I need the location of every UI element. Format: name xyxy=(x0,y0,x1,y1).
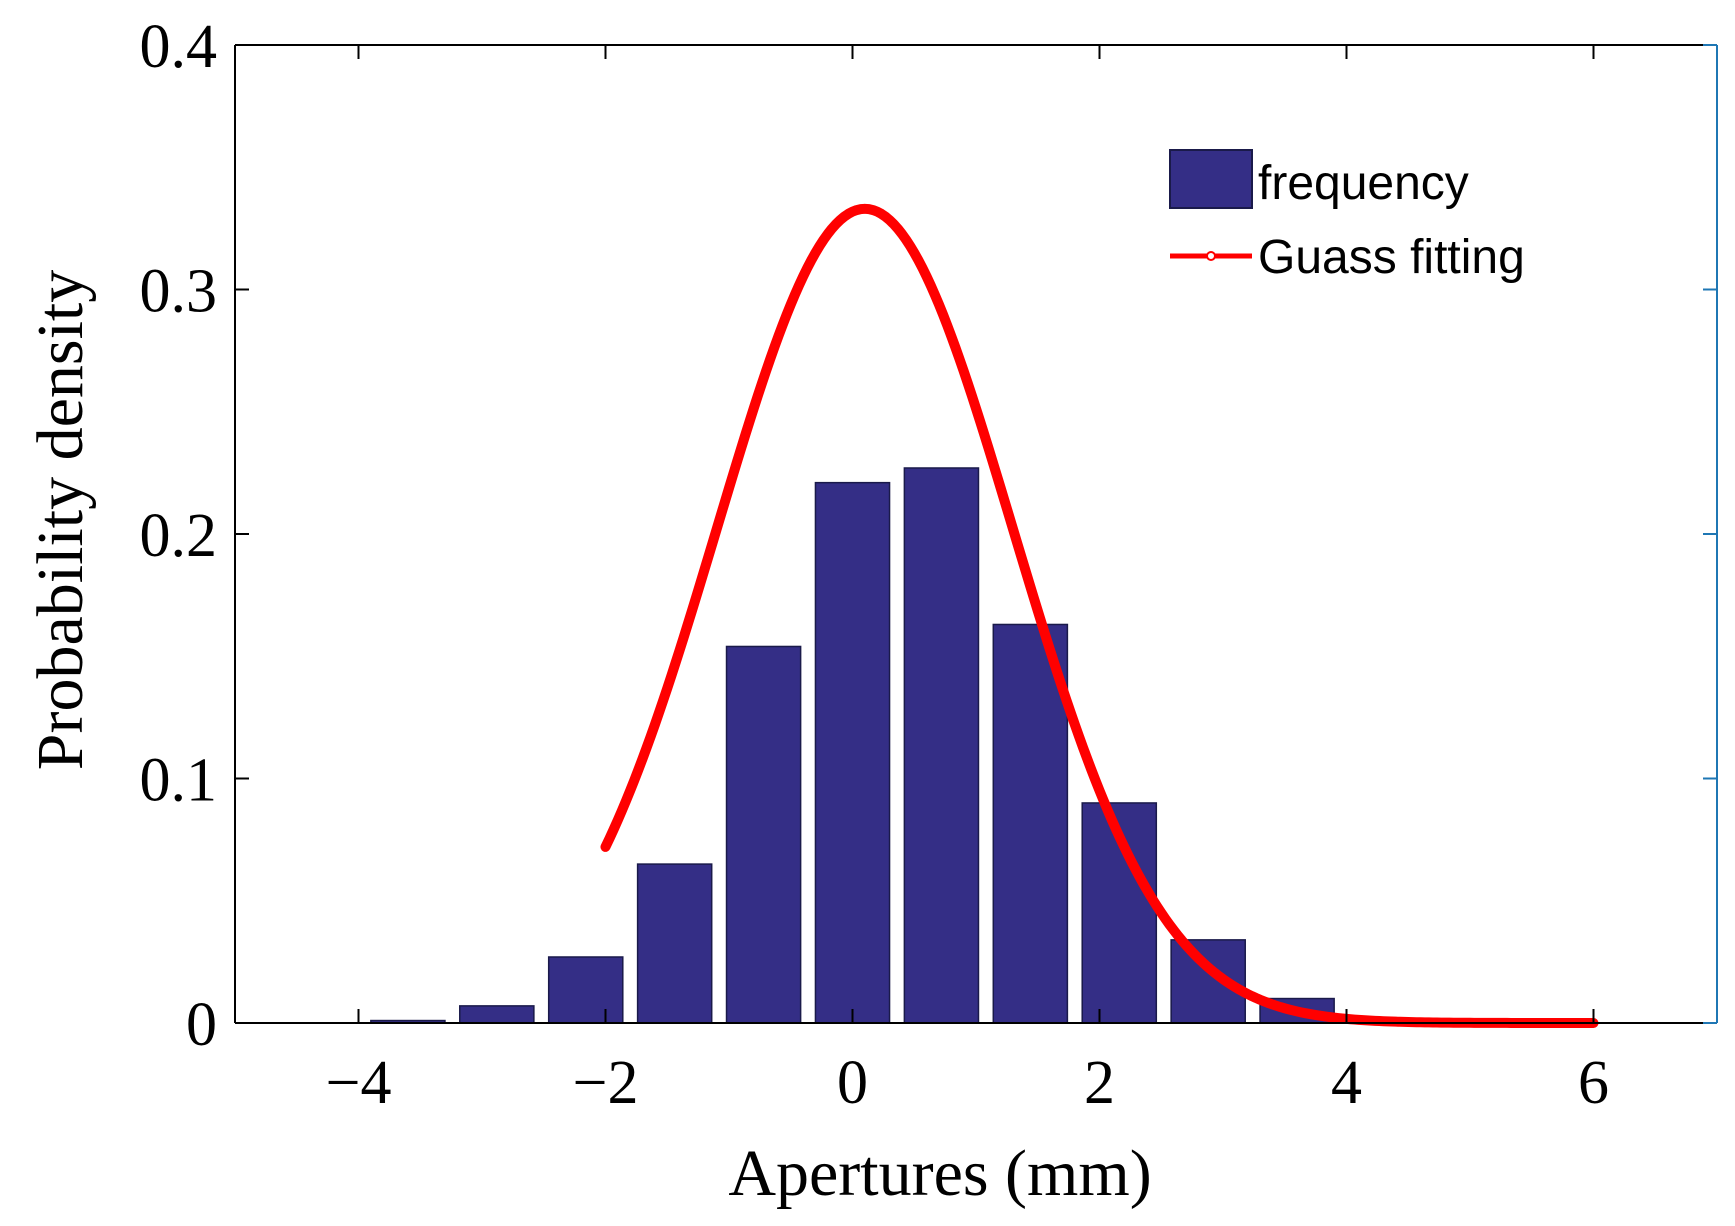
x-tick-label-0: −4 xyxy=(326,1049,392,1117)
legend-swatch-gauss-marker xyxy=(1206,251,1216,261)
bar-2 xyxy=(547,956,624,1024)
legend-swatch-frequency xyxy=(1169,149,1253,209)
x-axis-label: Apertures (mm) xyxy=(728,1137,1151,1210)
bar-6 xyxy=(903,467,980,1024)
y-axis-label: Probability density xyxy=(24,270,97,770)
y-tick-label-4: 0.4 xyxy=(140,13,218,81)
x-tick-label-2: 0 xyxy=(837,1049,868,1117)
bar-1 xyxy=(459,1005,535,1024)
y-tick-label-3: 0.3 xyxy=(140,258,218,326)
bar-4 xyxy=(725,645,802,1024)
bar-series-frequency xyxy=(370,467,1335,1024)
x-tick-label-4: 4 xyxy=(1331,1049,1362,1117)
bar-3 xyxy=(636,863,713,1024)
y-tick-label-2: 0.2 xyxy=(140,502,218,570)
x-tick-label-1: −2 xyxy=(573,1049,639,1117)
x-tick-label-3: 2 xyxy=(1084,1049,1115,1117)
legend: frequency Guass fitting xyxy=(1169,149,1525,284)
bar-5 xyxy=(814,481,891,1024)
legend-label-gauss-fitting: Guass fitting xyxy=(1258,231,1525,284)
legend-label-frequency: frequency xyxy=(1258,157,1469,210)
ticks xyxy=(235,44,1717,1024)
y-tick-label-1: 0.1 xyxy=(140,747,218,815)
tick-labels: −4 −2 0 2 4 6 0 0.1 0.2 0.3 0.4 xyxy=(140,13,1610,1117)
y-tick-label-0: 0 xyxy=(186,991,217,1059)
x-tick-label-5: 6 xyxy=(1578,1049,1609,1117)
